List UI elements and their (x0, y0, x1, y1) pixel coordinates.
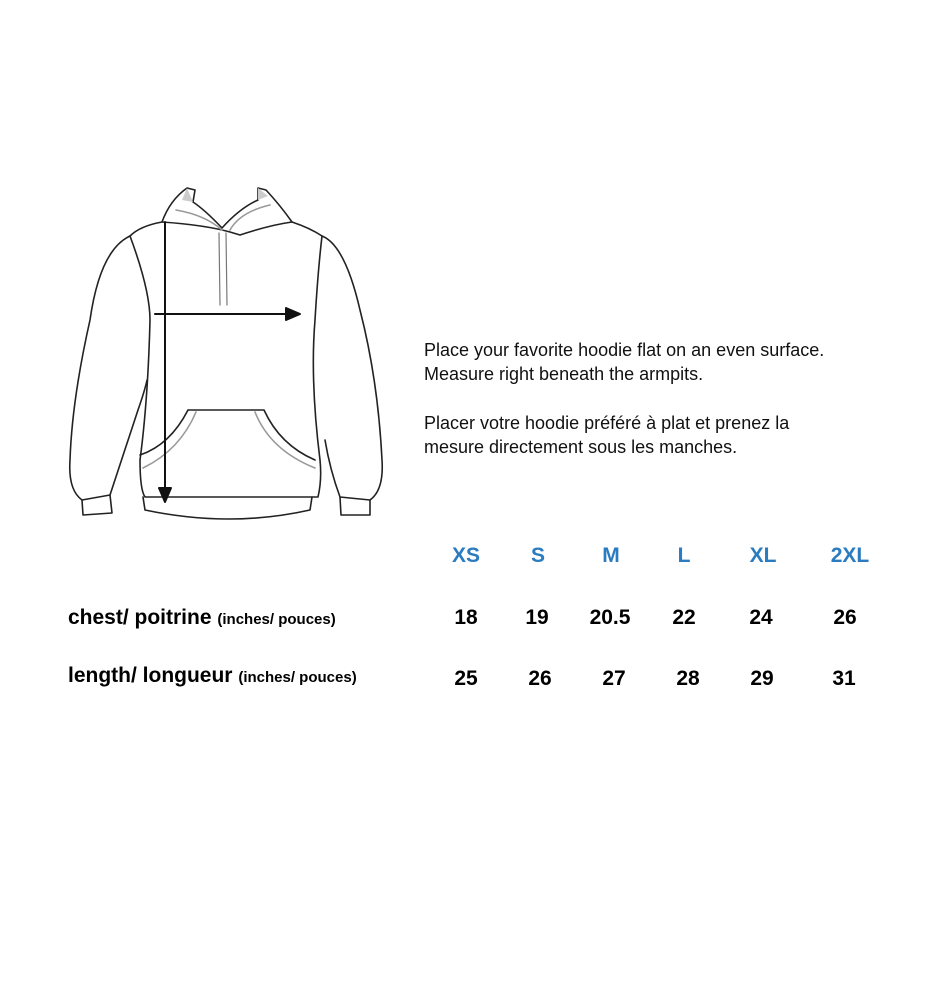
length-value: 31 (832, 667, 856, 690)
chest-value: 22 (672, 606, 696, 629)
chest-row-label: chest/ poitrine (inches/ pouces) (68, 606, 336, 630)
size-header-m: M (602, 544, 620, 567)
length-value: 28 (676, 667, 700, 690)
row-unit-text: (inches/ pouces) (217, 611, 336, 628)
length-value: 27 (602, 667, 626, 690)
chest-arrow (154, 307, 301, 321)
instructions-french: Placer votre hoodie préféré à plat et pr… (424, 411, 789, 459)
length-value: 25 (454, 667, 478, 690)
hoodie-outline (68, 187, 384, 520)
length-value: 29 (750, 667, 774, 690)
row-label-text: chest/ poitrine (68, 606, 212, 629)
chest-value: 20.5 (589, 606, 631, 629)
size-header-l: L (677, 544, 691, 567)
chest-value: 18 (454, 606, 478, 629)
chest-value: 19 (525, 606, 549, 629)
instruction-line: Place your favorite hoodie flat on an ev… (424, 340, 825, 360)
length-arrow (158, 221, 172, 503)
row-label-text: length/ longueur (68, 664, 233, 687)
instruction-line: Measure right beneath the armpits. (424, 364, 704, 384)
length-value: 26 (528, 667, 552, 690)
chest-value: 24 (749, 606, 773, 629)
length-row-label: length/ longueur (inches/ pouces) (68, 664, 357, 688)
instructions-english: Place your favorite hoodie flat on an ev… (424, 338, 824, 386)
size-header-xl: XL (749, 544, 777, 567)
size-header-2xl: 2XL (830, 544, 870, 567)
size-header-s: S (530, 544, 546, 567)
row-unit-text: (inches/ pouces) (238, 669, 357, 686)
instruction-line: mesure directement sous les manches. (424, 437, 738, 457)
chest-value: 26 (833, 606, 857, 629)
instruction-line: Placer votre hoodie préféré à plat et pr… (424, 413, 790, 433)
size-header-xs: XS (451, 544, 481, 567)
